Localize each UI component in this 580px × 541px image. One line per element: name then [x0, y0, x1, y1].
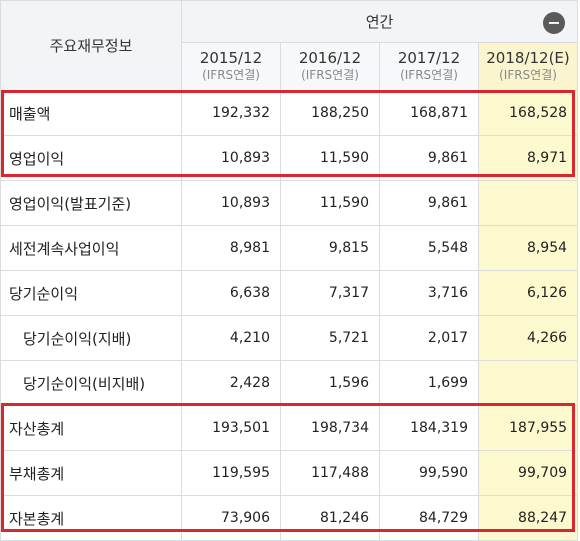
value-cell: 9,861	[379, 180, 479, 226]
year-header-2017: 2017/12 (IFRS연결)	[379, 42, 479, 91]
estimate-cell	[477, 180, 579, 226]
row-label: 당기순이익(지배)	[0, 315, 182, 361]
value-cell: 8,981	[181, 225, 281, 271]
row-label: 부채총계	[0, 450, 182, 496]
value-cell: 9,861	[379, 135, 479, 181]
basis-label: (IFRS연결)	[301, 67, 359, 82]
estimate-cell: 8,971	[477, 135, 579, 181]
annual-header: 연간 −	[180, 0, 579, 43]
value-cell: 2,017	[379, 315, 479, 361]
row-label: 당기순이익(비지배)	[0, 360, 182, 406]
value-cell: 5,548	[379, 225, 479, 271]
row-label: 자산총계	[0, 405, 182, 451]
value-cell: 99,590	[379, 450, 479, 496]
value-cell: 7,317	[280, 270, 380, 316]
value-cell: 2,428	[181, 360, 281, 406]
value-cell: 193,501	[181, 405, 281, 451]
estimate-cell: 4,266	[477, 315, 579, 361]
value-cell: 5,721	[280, 315, 380, 361]
estimate-cell: 8,954	[477, 225, 579, 271]
row-operating-profit: 영업이익 10,893 11,590 9,861 8,971	[0, 135, 579, 181]
value-cell: 1,596	[280, 360, 380, 406]
value-cell: 3,716	[379, 270, 479, 316]
value-cell: 198,734	[280, 405, 380, 451]
value-cell: 6,638	[181, 270, 281, 316]
year-header-2018-estimate: 2018/12(E) (IFRS연결)	[477, 42, 579, 91]
row-label: 매출액	[0, 90, 182, 136]
value-cell: 184,319	[379, 405, 479, 451]
row-label: 영업이익	[0, 135, 182, 181]
row-total-equity: 자본총계 73,906 81,246 84,729 88,247	[0, 495, 579, 541]
value-cell: 9,815	[280, 225, 380, 271]
row-net-income-noncontrolling: 당기순이익(비지배) 2,428 1,596 1,699	[0, 360, 579, 406]
basis-label: (IFRS연결)	[499, 67, 557, 82]
value-cell: 192,332	[181, 90, 281, 136]
value-cell: 84,729	[379, 495, 479, 541]
row-net-income: 당기순이익 6,638 7,317 3,716 6,126	[0, 270, 579, 316]
year-label: 2017/12	[397, 48, 461, 67]
row-total-assets: 자산총계 193,501 198,734 184,319 187,955	[0, 405, 579, 451]
value-cell: 11,590	[280, 135, 380, 181]
value-cell: 81,246	[280, 495, 380, 541]
year-label: 2016/12	[298, 48, 362, 67]
value-cell: 10,893	[181, 135, 281, 181]
estimate-cell: 99,709	[477, 450, 579, 496]
row-revenue: 매출액 192,332 188,250 168,871 168,528	[0, 90, 579, 136]
value-cell: 10,893	[181, 180, 281, 226]
value-cell: 73,906	[181, 495, 281, 541]
year-label: 2018/12(E)	[486, 48, 570, 67]
annual-header-label: 연간	[365, 13, 394, 31]
estimate-cell: 187,955	[477, 405, 579, 451]
year-header-2015: 2015/12 (IFRS연결)	[181, 42, 281, 91]
row-label: 자본총계	[0, 495, 182, 541]
row-total-liabilities: 부채총계 119,595 117,488 99,590 99,709	[0, 450, 579, 496]
year-header-2016: 2016/12 (IFRS연결)	[280, 42, 380, 91]
value-cell: 119,595	[181, 450, 281, 496]
estimate-cell	[477, 360, 579, 406]
value-cell: 4,210	[181, 315, 281, 361]
label-column-header: 주요재무정보	[0, 0, 182, 91]
row-label: 당기순이익	[0, 270, 182, 316]
value-cell: 11,590	[280, 180, 380, 226]
value-cell: 188,250	[280, 90, 380, 136]
value-cell: 117,488	[280, 450, 380, 496]
row-pretax-income: 세전계속사업이익 8,981 9,815 5,548 8,954	[0, 225, 579, 271]
value-cell: 1,699	[379, 360, 479, 406]
basis-label: (IFRS연결)	[202, 67, 260, 82]
basis-label: (IFRS연결)	[400, 67, 458, 82]
row-label: 영업이익(발표기준)	[0, 180, 182, 226]
collapse-icon[interactable]: −	[543, 12, 566, 34]
estimate-cell: 6,126	[477, 270, 579, 316]
estimate-cell: 168,528	[477, 90, 579, 136]
estimate-cell: 88,247	[477, 495, 579, 541]
value-cell: 168,871	[379, 90, 479, 136]
row-label: 세전계속사업이익	[0, 225, 182, 271]
row-operating-profit-reported: 영업이익(발표기준) 10,893 11,590 9,861	[0, 180, 579, 226]
year-label: 2015/12	[199, 48, 263, 67]
row-net-income-controlling: 당기순이익(지배) 4,210 5,721 2,017 4,266	[0, 315, 579, 361]
